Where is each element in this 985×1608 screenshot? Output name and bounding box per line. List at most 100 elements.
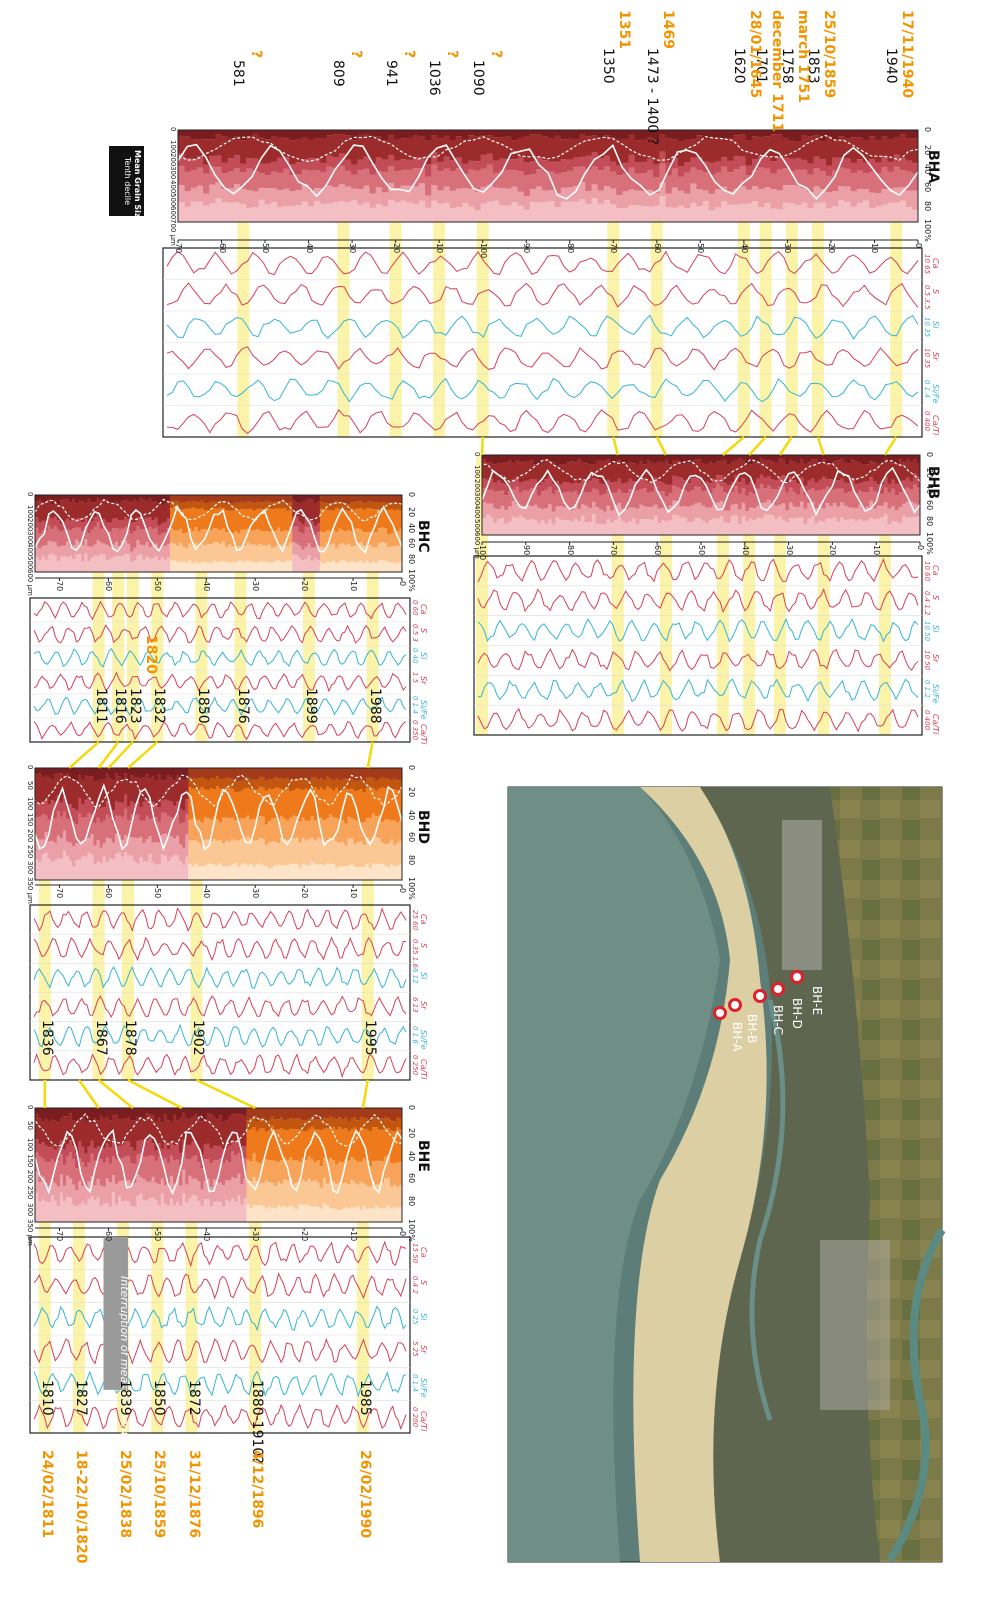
grain-slice — [774, 518, 779, 535]
grain-slice — [99, 495, 103, 501]
grain-slice — [175, 1120, 180, 1143]
mean-um-tick-bhe: 200 — [26, 1170, 34, 1184]
grain-slice — [343, 544, 348, 562]
grain-slice — [264, 824, 268, 845]
grain-slice — [580, 480, 585, 491]
grain-slice — [496, 480, 501, 492]
grain-slice — [62, 1148, 66, 1165]
grain-slice — [242, 818, 247, 840]
grain-slice — [276, 137, 284, 158]
grain-slice — [41, 777, 45, 802]
grain-slice — [387, 183, 395, 200]
grain-slice — [569, 455, 574, 462]
grain-slice — [847, 507, 852, 520]
grain-slice — [181, 810, 186, 823]
grain-slice — [406, 169, 413, 186]
grain-slice — [120, 1144, 125, 1158]
grain-slice — [380, 1208, 385, 1222]
grain-slice — [96, 1146, 100, 1161]
grain-slice — [212, 789, 216, 818]
grain-slice — [194, 1155, 198, 1179]
grain-slice — [686, 463, 691, 483]
grain-slice — [53, 516, 57, 526]
sample-point-bh-e[interactable] — [790, 970, 804, 984]
grain-slice — [517, 137, 524, 158]
sample-point-bh-b[interactable] — [728, 998, 742, 1012]
grain-slice — [839, 458, 844, 479]
date-orange-bhe-5: 18-22/10/1820 — [73, 1450, 90, 1564]
grain-slice — [35, 556, 39, 572]
grain-slice — [239, 818, 244, 839]
grain-slice — [221, 561, 226, 572]
tenth-decile-line — [34, 1112, 403, 1148]
grain-slice — [668, 464, 673, 485]
grain-slice — [111, 518, 115, 529]
sample-point-bh-c[interactable] — [753, 989, 767, 1003]
grain-slice — [102, 1118, 106, 1149]
grain-slice — [381, 206, 389, 222]
grain-slice — [261, 1108, 265, 1118]
grain-slice — [763, 136, 771, 158]
grain-slice — [239, 1114, 244, 1147]
grain-slice — [901, 488, 906, 504]
grain-slice — [206, 1143, 210, 1160]
grain-slice — [261, 1117, 265, 1129]
grain-slice — [474, 170, 481, 192]
grain-slice — [517, 205, 524, 222]
grain-slice — [371, 502, 375, 510]
grain-slice — [50, 1179, 54, 1196]
grain-slice — [267, 501, 271, 509]
grain-slice — [166, 543, 170, 558]
grain-slice — [489, 503, 494, 518]
grain-slice — [255, 1108, 259, 1121]
grain-slice — [392, 820, 397, 845]
grain-slice — [671, 130, 678, 140]
grain-slice — [492, 491, 497, 509]
grain-slice — [492, 130, 500, 138]
grain-pct-tick-bhb: 0 — [925, 452, 934, 458]
grain-slice — [267, 779, 271, 789]
sample-point-bh-a[interactable] — [713, 1006, 727, 1020]
grain-slice — [249, 1118, 253, 1130]
tenth-decile-line — [34, 498, 403, 522]
grain-slice — [832, 517, 837, 535]
grain-slice — [615, 194, 623, 209]
grain-slice — [392, 844, 397, 867]
grain-slice — [722, 459, 727, 483]
grain-slice — [236, 509, 241, 534]
depth-tick-label-bha: 0 — [914, 243, 923, 249]
grain-slice — [609, 492, 614, 511]
grain-slice — [313, 558, 317, 572]
grain-slice — [117, 1196, 122, 1222]
grain-slice — [711, 463, 716, 479]
grain-slice — [682, 517, 687, 535]
grain-slice — [44, 545, 48, 560]
grain-slice — [683, 162, 691, 173]
grain-slice — [374, 1205, 378, 1222]
mean-grain-line — [177, 143, 919, 201]
grain-slice — [35, 517, 39, 528]
grain-slice — [270, 562, 274, 572]
grain-slice — [62, 811, 66, 831]
grain-pct-tick-bha: 60 — [923, 182, 932, 193]
grain-slice — [591, 464, 596, 479]
grain-slice — [77, 843, 82, 860]
grain-slice — [668, 519, 673, 535]
grain-slice — [492, 482, 497, 492]
depth-tick-label-bha: 10 — [870, 243, 880, 254]
grain-slice — [389, 779, 394, 791]
grain-slice — [660, 482, 665, 492]
grain-slice — [270, 161, 278, 172]
grain-slice — [912, 484, 917, 504]
grain-slice — [757, 189, 765, 207]
grain-slice — [77, 813, 82, 844]
grain-slice — [298, 545, 302, 559]
grain-slice — [239, 188, 247, 204]
grain-slice — [362, 1108, 366, 1118]
grain-slice — [857, 519, 862, 535]
grain-slice — [218, 768, 222, 779]
grain-slice — [560, 201, 567, 222]
sample-point-bh-d[interactable] — [771, 982, 785, 996]
grain-slice — [99, 822, 103, 848]
grain-slice — [190, 1141, 195, 1157]
